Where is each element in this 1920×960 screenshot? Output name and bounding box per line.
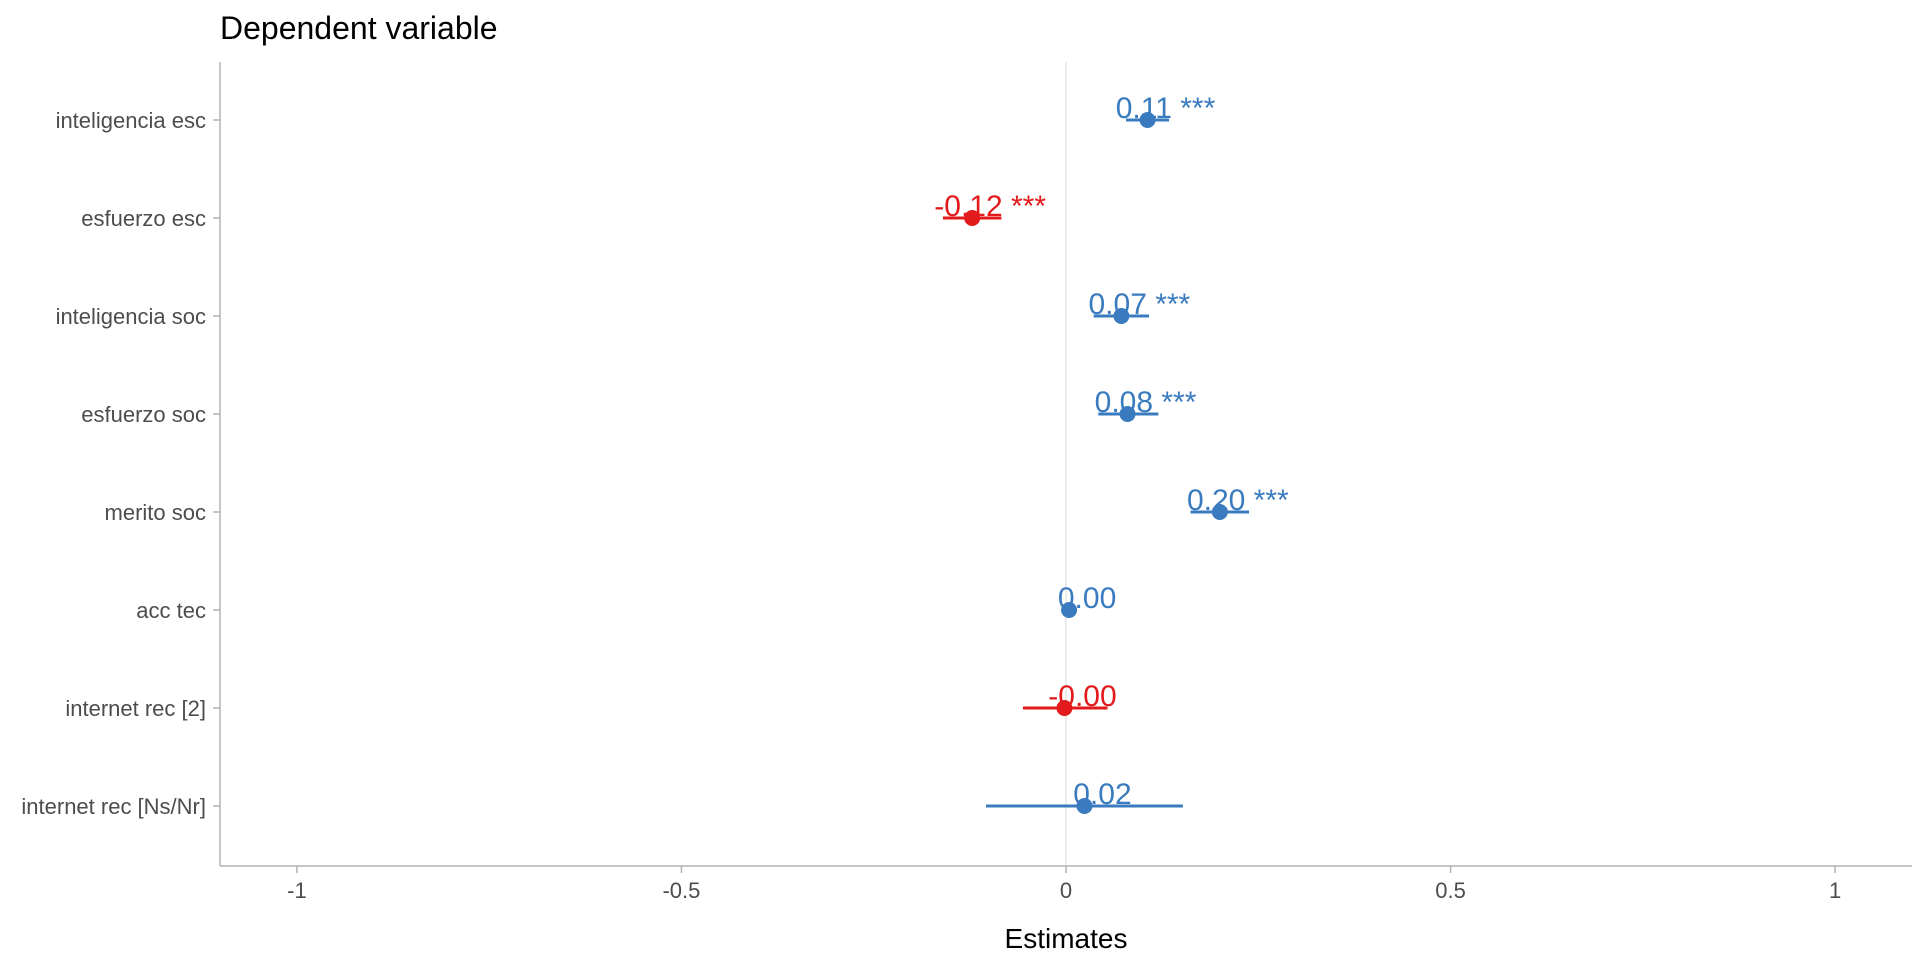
x-tick-label: -1 <box>287 878 307 903</box>
estimate-point <box>964 210 981 226</box>
term-label: merito soc <box>105 500 206 525</box>
estimate-point <box>1076 798 1093 814</box>
term-label: inteligencia soc <box>56 304 206 329</box>
estimate-label: 0.08 *** <box>1095 386 1197 419</box>
estimate-point <box>1211 504 1228 520</box>
x-tick-label: 0.5 <box>1435 878 1466 903</box>
estimate-label: 0.02 <box>1073 778 1131 811</box>
x-tick-label: 1 <box>1829 878 1841 903</box>
estimate-point <box>1139 112 1156 128</box>
estimate-point <box>1119 406 1136 422</box>
term-label: internet rec [2] <box>65 696 206 721</box>
estimate-point <box>1056 700 1073 716</box>
estimate-label: 0.07 *** <box>1088 288 1190 321</box>
chart-title: Dependent variable <box>220 10 498 46</box>
estimate-label: 0.00 <box>1058 582 1116 615</box>
x-tick-label: 0 <box>1060 878 1072 903</box>
estimate-point <box>1113 308 1130 324</box>
term-label: inteligencia esc <box>56 108 206 133</box>
x-axis-ticks: -1 -0.5 0 0.5 1 <box>287 866 1841 903</box>
y-axis-ticks: inteligencia esc esfuerzo esc inteligencia… <box>21 108 220 819</box>
term-label: esfuerzo esc <box>81 206 206 231</box>
estimate-label: -0.12 *** <box>934 190 1046 223</box>
x-tick-label: -0.5 <box>662 878 700 903</box>
term-label: esfuerzo soc <box>81 402 206 427</box>
term-label: acc tec <box>136 598 206 623</box>
estimate-marks: 0.11 *** -0.12 *** 0.07 *** 0.08 *** 0.20 **… <box>934 92 1289 814</box>
estimate-label: -0.00 <box>1048 680 1116 713</box>
estimate-point <box>1061 602 1078 618</box>
estimate-label: 0.20 *** <box>1187 484 1289 517</box>
term-label: internet rec [Ns/Nr] <box>21 794 206 819</box>
estimate-label: 0.11 *** <box>1116 92 1216 125</box>
x-axis-title: Estimates <box>1005 923 1128 954</box>
